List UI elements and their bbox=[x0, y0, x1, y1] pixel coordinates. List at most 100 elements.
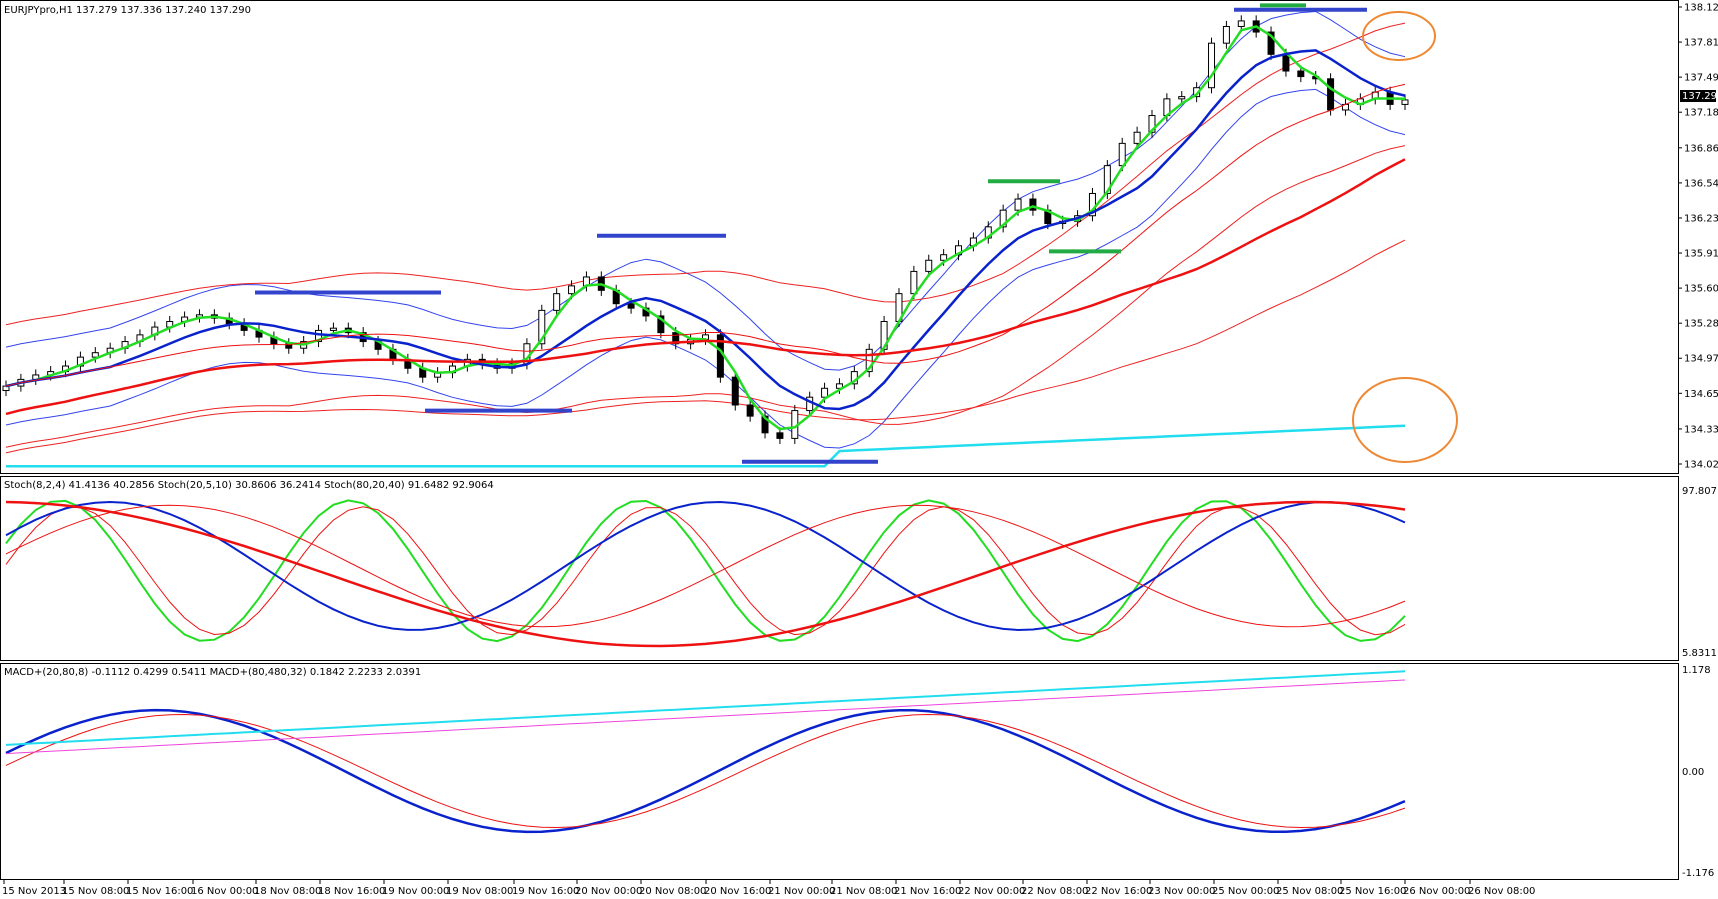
red-moving-average-slow bbox=[5, 158, 1406, 416]
candle-body bbox=[940, 254, 948, 261]
candle-body bbox=[746, 404, 754, 417]
candle-body bbox=[1297, 70, 1305, 78]
stoch-fast-main bbox=[5, 499, 1406, 643]
price-tick-label: 134.335 bbox=[1684, 424, 1718, 435]
time-tick-label: 15 Nov 08:00 bbox=[62, 886, 129, 897]
time-tick-label: 22 Nov 00:00 bbox=[958, 886, 1025, 897]
macd-fast-signal bbox=[5, 713, 1406, 829]
candle-body bbox=[1178, 96, 1186, 100]
stoch-slow-main bbox=[5, 500, 1406, 648]
candle-body bbox=[672, 332, 680, 345]
stochastic-panel[interactable] bbox=[0, 476, 1679, 661]
macd-slow-signal bbox=[5, 679, 1406, 755]
price-tick-label: 136.860 bbox=[1684, 143, 1718, 154]
candle-body bbox=[91, 352, 99, 358]
stoch-mid-main bbox=[5, 500, 1406, 632]
candle-body bbox=[1401, 99, 1409, 105]
candle-body bbox=[999, 209, 1007, 228]
macd-axis-top: 1.178 bbox=[1682, 665, 1711, 676]
time-tick-label: 19 Nov 08:00 bbox=[446, 886, 513, 897]
candle-body bbox=[925, 259, 933, 272]
time-tick-label: 20 Nov 00:00 bbox=[575, 886, 642, 897]
stoch-fast-signal bbox=[5, 506, 1406, 636]
green-moving-average bbox=[5, 25, 1406, 431]
candle-body bbox=[1327, 78, 1335, 111]
current-price-badge bbox=[1680, 90, 1716, 102]
candle-body bbox=[538, 309, 546, 345]
time-tick-label: 25 Nov 08:00 bbox=[1276, 886, 1343, 897]
macd-lines bbox=[5, 670, 1406, 834]
candle-body bbox=[731, 376, 739, 406]
symbol-header: EURJPYpro,H1 137.279 137.336 137.240 137… bbox=[4, 5, 251, 16]
price-tick-label: 135.285 bbox=[1684, 319, 1718, 330]
candle-body bbox=[835, 383, 843, 389]
price-tick-label: 134.020 bbox=[1684, 460, 1718, 471]
time-tick-label: 20 Nov 08:00 bbox=[639, 886, 706, 897]
time-tick-label: 21 Nov 16:00 bbox=[894, 886, 961, 897]
stoch-mid-signal bbox=[5, 504, 1406, 628]
cyan-long-average bbox=[6, 424, 1406, 468]
price-tick-label: 136.230 bbox=[1684, 213, 1718, 224]
price-tick-label: 135.600 bbox=[1684, 284, 1718, 295]
price-tick-label: 136.545 bbox=[1684, 178, 1718, 189]
blue-moving-average bbox=[5, 49, 1406, 411]
candle-body bbox=[315, 329, 323, 343]
candle-body bbox=[627, 303, 635, 309]
price-tick-label: 137.810 bbox=[1684, 38, 1718, 49]
time-tick-label: 26 Nov 00:00 bbox=[1403, 886, 1470, 897]
time-tick-label: 25 Nov 16:00 bbox=[1339, 886, 1406, 897]
time-tick-label: 21 Nov 00:00 bbox=[768, 886, 835, 897]
envelope-upper-red bbox=[5, 22, 1406, 326]
envelope-lower-red bbox=[5, 145, 1406, 448]
price-series-layer bbox=[2, 3, 1458, 468]
time-tick-label: 19 Nov 16:00 bbox=[512, 886, 579, 897]
stoch-axis-top: 97.8071 bbox=[1682, 486, 1718, 497]
stoch-header: Stoch(8,2,4) 41.4136 40.2856 Stoch(20,5,… bbox=[4, 480, 494, 491]
candle-body bbox=[1133, 131, 1141, 144]
main-price-panel[interactable] bbox=[0, 0, 1679, 474]
bollinger-lower-blue bbox=[5, 88, 1406, 449]
time-tick-label: 15 Nov 2013 bbox=[2, 886, 66, 897]
price-tick-label: 138.125 bbox=[1684, 3, 1718, 14]
macd-fast-line bbox=[5, 708, 1406, 834]
time-tick-label: 22 Nov 16:00 bbox=[1085, 886, 1152, 897]
time-tick-label: 22 Nov 08:00 bbox=[1021, 886, 1088, 897]
time-tick-label: 25 Nov 00:00 bbox=[1212, 886, 1279, 897]
price-axis: 138.125 137.810 137.495 137.180 136.860 136.5… bbox=[1678, 3, 1718, 471]
price-tick-label: 137.495 bbox=[1684, 73, 1718, 84]
highlight-circle bbox=[1352, 377, 1458, 463]
stoch-axis-bottom: 5.8311 bbox=[1682, 648, 1717, 659]
price-tick-label: 134.970 bbox=[1684, 354, 1718, 365]
price-tick-label: 137.180 bbox=[1684, 108, 1718, 119]
candle-body bbox=[1029, 198, 1037, 211]
candle-body bbox=[776, 432, 784, 439]
price-tick-label: 134.655 bbox=[1684, 389, 1718, 400]
current-price-label: 137.290 bbox=[1682, 91, 1718, 102]
candle-body bbox=[821, 387, 829, 398]
time-tick-label: 20 Nov 16:00 bbox=[704, 886, 771, 897]
macd-axis-bottom: -1.176 bbox=[1682, 868, 1714, 879]
envelope-lower-red-2 bbox=[5, 239, 1406, 454]
macd-header: MACD+(20,80,8) -0.1112 0.4299 0.5411 MAC… bbox=[4, 667, 421, 678]
candle-body bbox=[1208, 42, 1216, 89]
stochastic-lines bbox=[5, 499, 1406, 648]
macd-axis-mid: 0.00 bbox=[1682, 767, 1704, 778]
time-tick-label: 18 Nov 08:00 bbox=[254, 886, 321, 897]
time-tick-label: 21 Nov 08:00 bbox=[830, 886, 897, 897]
candle-body bbox=[1267, 31, 1275, 55]
candle-body bbox=[910, 270, 918, 295]
macd-panel[interactable] bbox=[0, 663, 1679, 880]
candle-body bbox=[568, 285, 576, 295]
bollinger-upper-blue bbox=[5, 10, 1406, 371]
highlight-circle bbox=[1362, 11, 1436, 61]
time-tick-label: 19 Nov 00:00 bbox=[382, 886, 449, 897]
candle-body bbox=[1014, 198, 1022, 211]
candle-body bbox=[1282, 53, 1290, 72]
candle-body bbox=[1222, 25, 1230, 44]
candle-body bbox=[657, 315, 665, 334]
red-moving-average-thin bbox=[5, 83, 1406, 387]
time-tick-label: 23 Nov 00:00 bbox=[1148, 886, 1215, 897]
candle-body bbox=[1237, 20, 1245, 27]
